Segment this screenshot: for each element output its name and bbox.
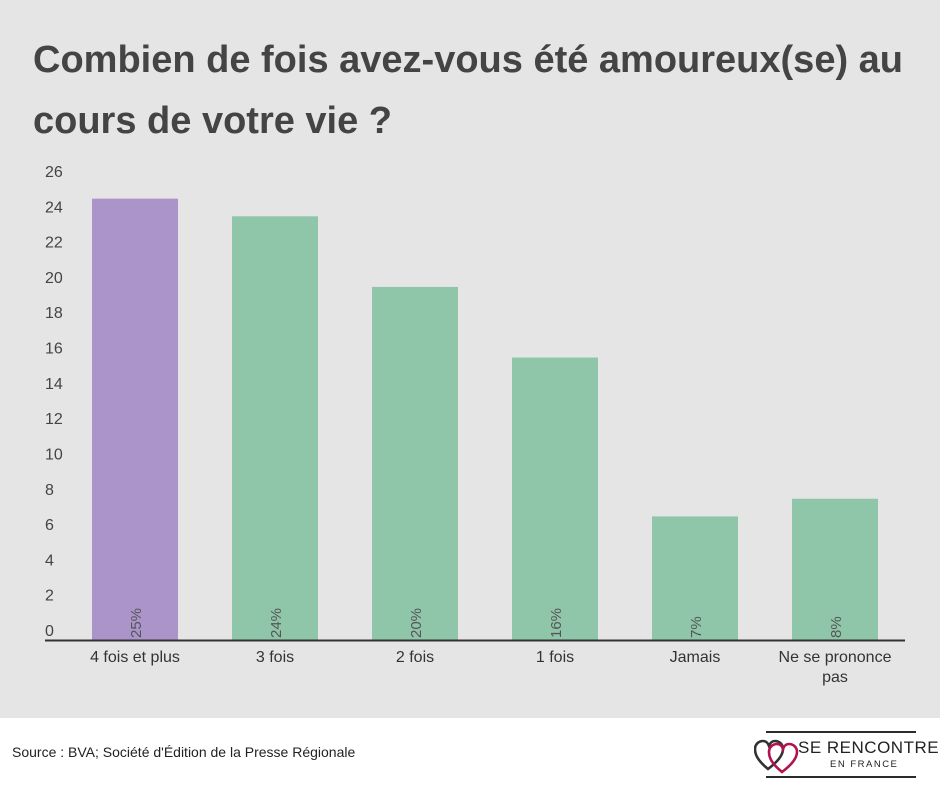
y-tick-label: 0 [45, 623, 54, 640]
y-tick-label: 8 [45, 482, 54, 499]
x-tick-label: Ne se prononce pas [779, 649, 892, 686]
hearts-icon [754, 739, 799, 774]
bar-value-label: 7% [688, 616, 705, 638]
x-tick-label: Jamais [670, 649, 721, 666]
source-text: Source : BVA; Société d'Édition de la Pr… [12, 744, 356, 760]
bar [792, 498, 878, 640]
logo-top-rule [766, 731, 916, 733]
y-tick-label: 22 [45, 235, 63, 252]
logo-main-text: SE RENCONTRER [798, 738, 940, 757]
x-tick-label: 1 fois [536, 649, 574, 666]
site-logo[interactable]: SE RENCONTRER EN FRANCE [754, 731, 940, 779]
bar-value-label: 20% [408, 608, 425, 638]
y-tick-label: 20 [45, 270, 63, 287]
bar [652, 516, 738, 640]
bar-value-label: 24% [268, 608, 285, 638]
bar-value-label: 8% [828, 616, 845, 638]
x-tick-label: 2 fois [396, 649, 434, 666]
bar [92, 198, 178, 640]
y-tick-label: 24 [45, 199, 63, 216]
bar-value-label: 16% [548, 608, 565, 638]
y-tick-label: 2 [45, 588, 54, 605]
y-tick-label: 10 [45, 446, 63, 463]
y-tick-label: 18 [45, 305, 63, 322]
y-tick-label: 14 [45, 376, 63, 393]
bar [372, 286, 458, 640]
chart-title: Combien de fois avez-vous été amoureux(s… [33, 39, 904, 142]
y-tick-label: 6 [45, 517, 54, 534]
x-tick-label: 4 fois et plus [90, 649, 180, 666]
y-tick-label: 16 [45, 341, 63, 358]
logo-bottom-rule [766, 776, 916, 778]
y-tick-label: 4 [45, 552, 54, 569]
x-tick-label: 3 fois [256, 649, 294, 666]
bar-value-label: 25% [128, 608, 145, 638]
y-tick-label: 12 [45, 411, 63, 428]
bar [232, 216, 318, 641]
y-tick-label: 26 [45, 164, 63, 181]
logo-sub-text: EN FRANCE [830, 759, 899, 770]
bar [512, 357, 598, 640]
